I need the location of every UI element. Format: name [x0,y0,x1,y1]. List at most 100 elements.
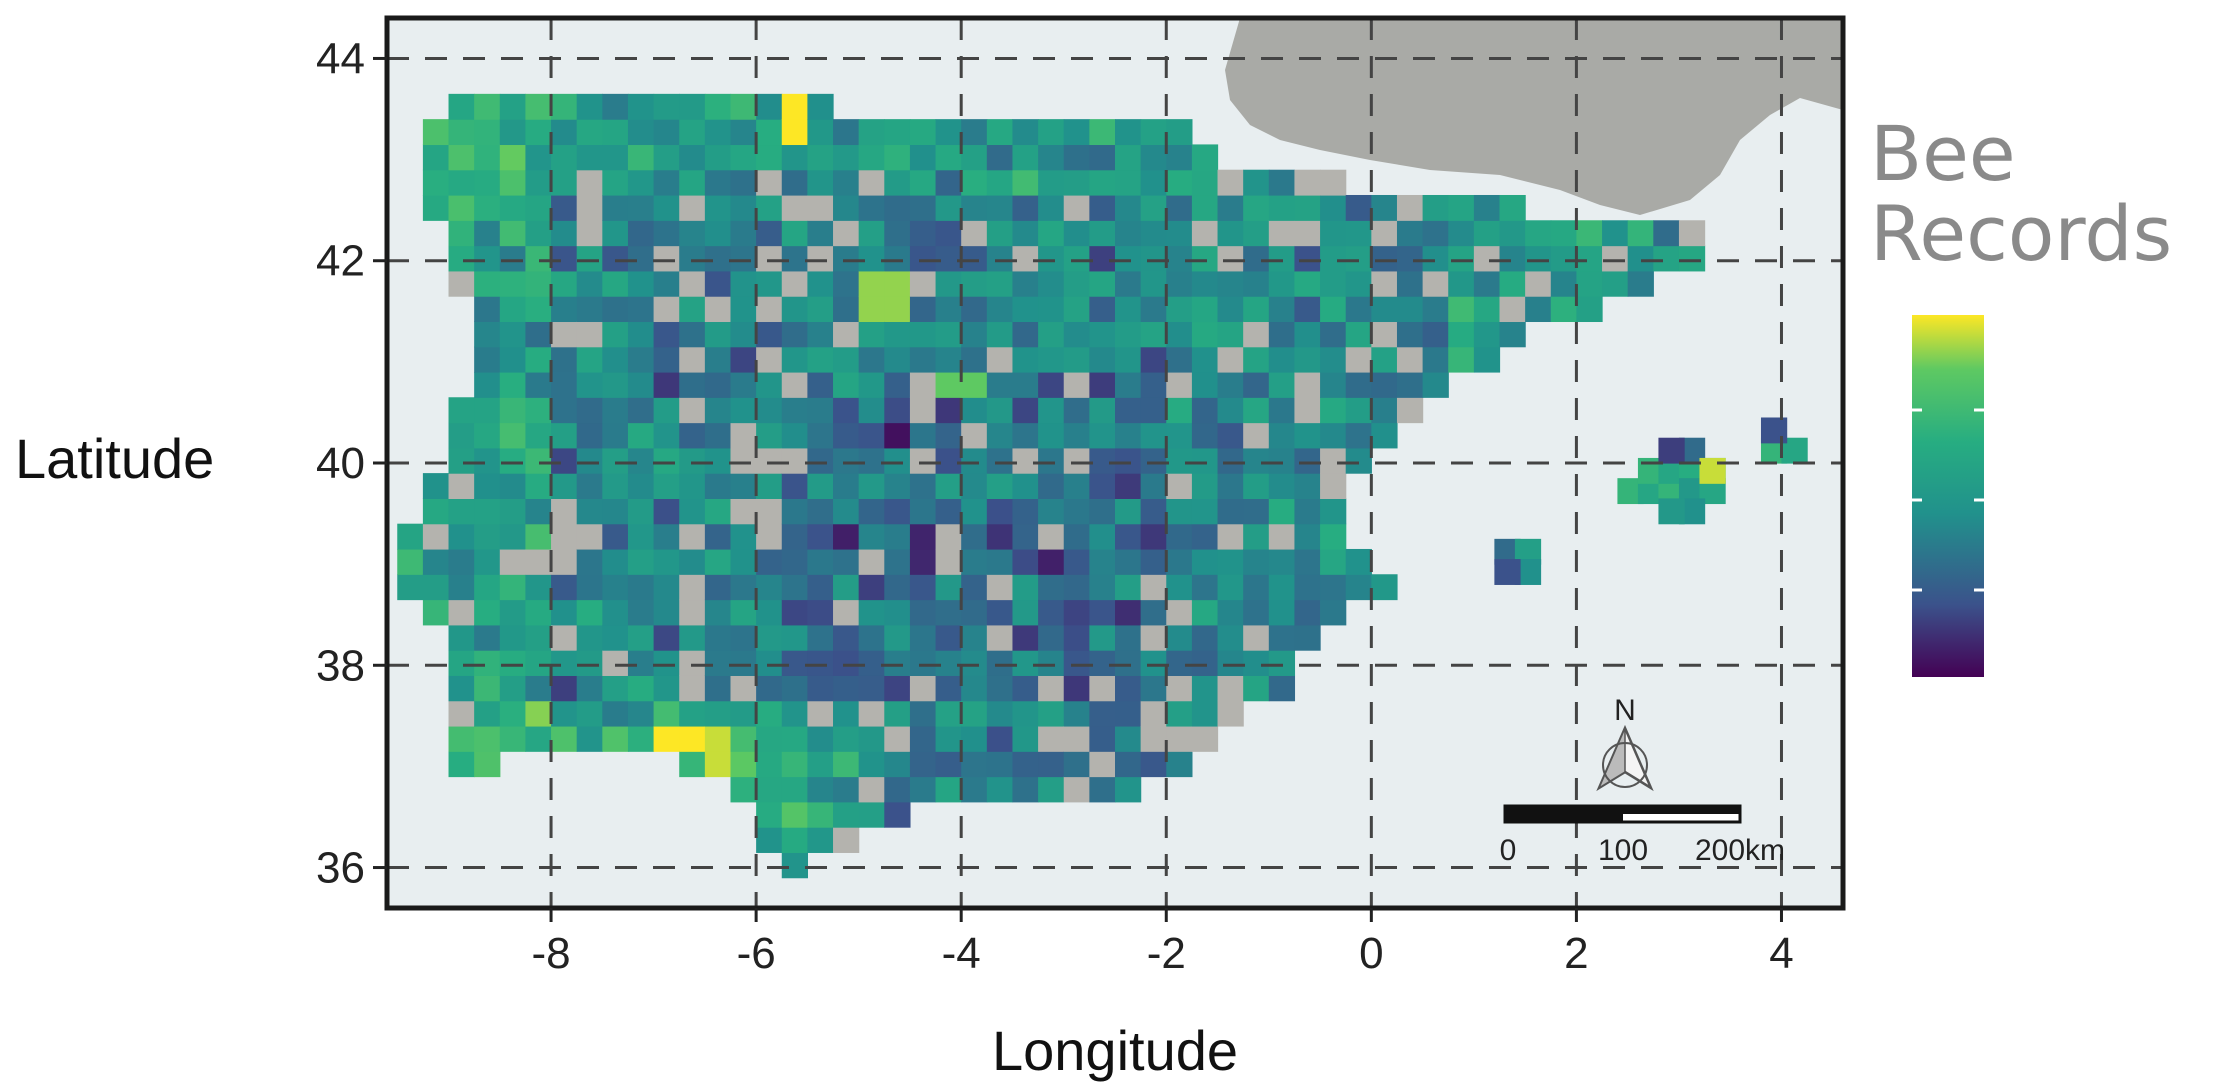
heatmap-cell [961,346,988,373]
heatmap-cell [730,447,757,474]
heatmap-cell [602,523,629,550]
heatmap-cell [1140,548,1167,575]
heatmap-cell [1115,296,1142,323]
heatmap-cell [1243,498,1270,525]
heatmap-cell [1191,650,1219,676]
heatmap-cell [704,194,732,221]
heatmap-cell [525,422,552,449]
heatmap-cell [756,270,783,297]
heatmap-cell [935,574,962,601]
heatmap-cell [474,346,501,373]
heatmap-cell [576,725,603,752]
heatmap-cell [807,776,834,803]
heatmap-cell [474,220,501,247]
heatmap-cell [704,624,732,651]
heatmap-cell [935,776,962,803]
heatmap-cell [551,574,578,601]
heatmap-cell [704,751,732,778]
heatmap-cell [1191,346,1219,373]
heatmap-cell [756,548,783,575]
heatmap-cell [602,346,629,373]
heatmap-cell [884,624,911,651]
heatmap-cell [961,422,988,449]
heatmap-cell [1012,473,1039,499]
heatmap-cell [1371,270,1398,297]
heatmap-cell [1063,574,1090,601]
heatmap-cell [756,346,783,373]
heatmap-cell [1166,270,1193,297]
heatmap-cell [1166,498,1193,525]
heatmap-cell [1499,220,1526,247]
heatmap-cell [1320,548,1347,575]
heatmap-cell [1243,574,1270,601]
heatmap-cell [602,93,629,120]
heatmap-cell [961,498,988,525]
heatmap-cell [858,498,885,525]
heatmap-cell [858,371,885,398]
heatmap-cell [1345,321,1372,348]
heatmap-cell [909,321,937,348]
heatmap-cell [1191,220,1219,247]
heatmap-cell [909,523,937,550]
heatmap-cell [474,624,501,651]
heatmap-cell [576,346,603,373]
heatmap-cell [935,194,962,221]
heatmap-cell [627,220,655,247]
heatmap-cell [1191,422,1219,449]
heatmap-cell [1473,270,1501,297]
heatmap-cell [858,144,885,171]
heatmap-cell [1191,447,1219,474]
heatmap-cell [807,827,834,853]
heatmap-cell [704,296,732,323]
heatmap-cell [1320,296,1347,323]
scale-label-200km: 200km [1695,834,1785,867]
heatmap-cell [1448,194,1475,221]
heatmap-cell [961,650,988,676]
heatmap-cell [1217,473,1244,499]
heatmap-cell [781,245,808,272]
heatmap-cell [525,321,552,348]
heatmap-cell [1320,447,1347,474]
heatmap-cell [679,397,706,424]
heatmap-cell [1063,473,1090,499]
heatmap-cell [1268,523,1296,550]
heatmap-cell [909,751,937,778]
heatmap-cell [1038,422,1065,449]
heatmap-cell [653,296,680,323]
heatmap-cell [1294,169,1321,196]
heatmap-cell [1038,169,1065,196]
heatmap-cell [1140,371,1167,398]
heatmap-cell [1089,498,1116,525]
heatmap-cell [602,650,629,676]
heatmap-cell [525,119,552,146]
heatmap-cell [474,675,501,702]
heatmap-cell [499,119,527,146]
heatmap-cell [1089,296,1116,323]
heatmap-cell [1627,220,1654,247]
heatmap-cell [756,574,783,601]
heatmap-cell [1166,650,1193,676]
heatmap-cell [858,675,885,702]
heatmap-cell [627,169,655,196]
heatmap-cell [1089,751,1116,778]
heatmap-cell [653,321,680,348]
heatmap-cell [499,245,527,272]
heatmap-cell [986,751,1014,778]
heatmap-cell [704,422,732,449]
heatmap-cell [576,245,603,272]
heatmap-cell [1294,296,1321,323]
heatmap-cell [1012,144,1039,171]
heatmap-cell [499,700,527,727]
heatmap-cell [576,270,603,297]
heatmap-cell [884,751,911,778]
heatmap-cell [474,650,501,676]
heatmap-cell [807,194,834,221]
heatmap-cell [1268,321,1296,348]
heatmap-cell [474,397,501,424]
heatmap-cell [627,194,655,221]
heatmap-cell [1294,624,1321,651]
heatmap-cell [935,498,962,525]
heatmap-cell [576,473,603,499]
heatmap-cell [935,675,962,702]
heatmap-cell [1243,422,1270,449]
